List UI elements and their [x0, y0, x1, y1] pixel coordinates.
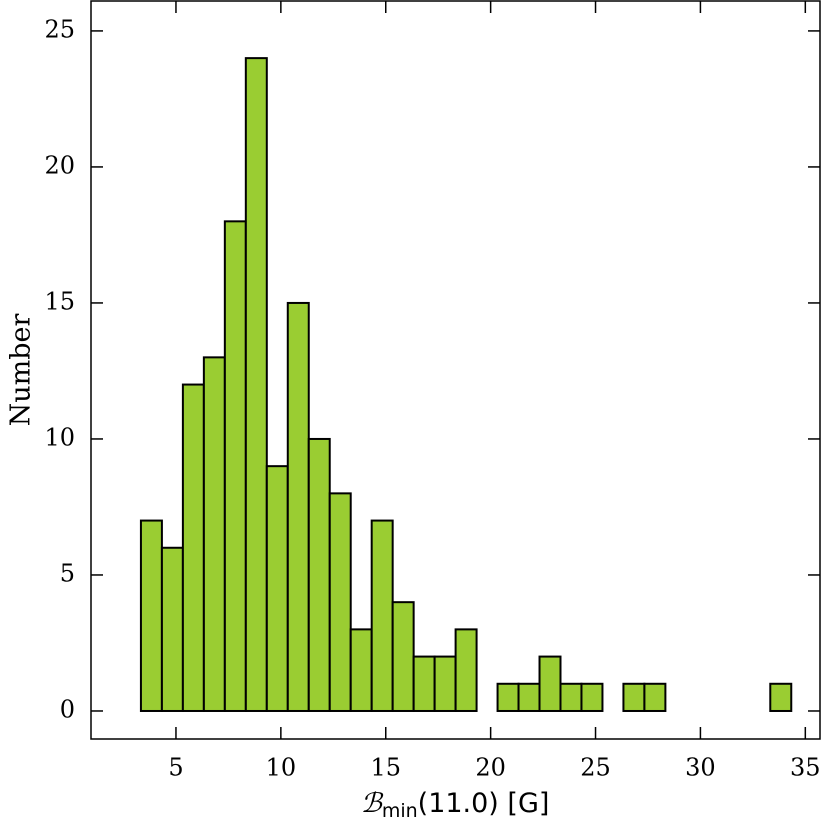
- bar: [139, 519, 163, 712]
- bar: [265, 465, 289, 712]
- bar: [223, 220, 247, 712]
- bar: [286, 301, 310, 712]
- y-tick-label: 0: [60, 695, 75, 723]
- bar: [580, 682, 604, 712]
- x-tick-label: 25: [580, 754, 611, 782]
- x-tick-label: 15: [370, 754, 401, 782]
- y-tick-label: 20: [44, 151, 75, 179]
- bar: [202, 356, 226, 712]
- bar: [559, 682, 583, 712]
- bar: [517, 682, 541, 712]
- x-tick-label: 30: [685, 754, 716, 782]
- x-tick-label: 5: [168, 754, 183, 782]
- x-axis-label-symbol: ℬ: [361, 788, 384, 819]
- bar: [496, 682, 520, 712]
- bar: [412, 655, 436, 712]
- x-tick-label: 35: [790, 754, 821, 782]
- x-axis-label-sub: min: [382, 800, 418, 821]
- bar: [181, 383, 205, 712]
- y-tick-label: 5: [60, 559, 75, 587]
- bar: [160, 546, 184, 712]
- bar: [769, 682, 793, 712]
- bar: [622, 682, 646, 712]
- x-tick-label: 20: [475, 754, 506, 782]
- bar: [307, 437, 331, 712]
- y-tick-label: 15: [44, 287, 75, 315]
- bar: [244, 57, 268, 712]
- bar: [643, 682, 667, 712]
- bar: [370, 519, 394, 712]
- bar: [391, 601, 415, 712]
- bar: [433, 655, 457, 712]
- y-axis-label: Number: [6, 314, 37, 427]
- y-tick-label: 10: [44, 423, 75, 451]
- x-axis-label-rest: (11.0) [G]: [418, 788, 550, 819]
- y-tick-label: 25: [44, 15, 75, 43]
- plot-frame: [90, 0, 821, 740]
- bar: [328, 492, 352, 712]
- bar: [538, 655, 562, 712]
- bar: [454, 628, 478, 712]
- x-axis-label: ℬmin(11.0) [G]: [361, 788, 550, 821]
- bar: [349, 628, 373, 712]
- x-tick-label: 10: [266, 754, 297, 782]
